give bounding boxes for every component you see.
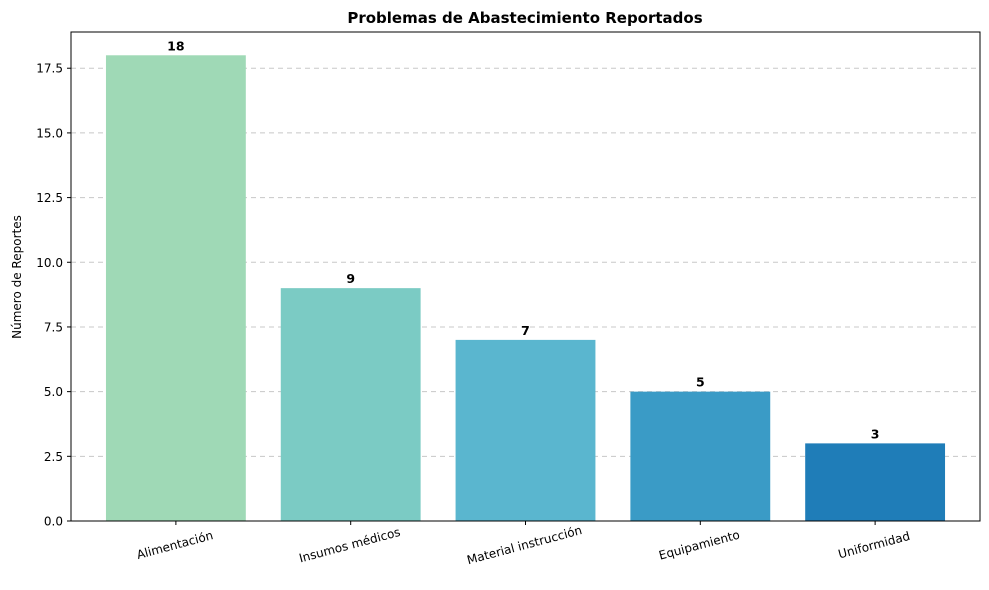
x-tick-label: Equipamiento: [657, 528, 741, 563]
chart-title: Problemas de Abastecimiento Reportados: [347, 9, 702, 27]
bar: [805, 443, 946, 521]
data-label: 5: [696, 375, 705, 390]
x-axis-ticks: Alimentación Insumos médicos Material inst…: [135, 521, 911, 567]
y-tick-label: 2.5: [44, 450, 63, 464]
y-axis-label: Número de Reportes: [10, 215, 24, 339]
bars: [105, 55, 946, 522]
y-tick-label: 17.5: [36, 62, 63, 76]
y-axis-ticks: 0.0 2.5 5.0 7.5 10.0 12.5 15.0 17.5: [36, 62, 71, 529]
plot-frame: [70, 31, 981, 522]
bar: [280, 288, 421, 521]
x-tick-label: Alimentación: [135, 528, 214, 562]
y-tick-label: 15.0: [36, 126, 63, 140]
bar: [630, 391, 771, 521]
x-tick-label: Material instrucción: [465, 523, 583, 567]
y-tick-label: 10.0: [36, 256, 63, 270]
bar: [105, 55, 246, 522]
data-label: 3: [871, 426, 880, 441]
y-tick-label: 12.5: [36, 191, 63, 205]
y-tick-label: 0.0: [44, 515, 63, 529]
data-labels: 18 9 7 5 3: [167, 38, 879, 441]
x-tick-label: Insumos médicos: [297, 525, 401, 566]
y-tick-label: 5.0: [44, 385, 63, 399]
y-tick-label: 7.5: [44, 320, 63, 334]
data-label: 9: [346, 271, 355, 286]
data-label: 7: [521, 323, 530, 338]
bar: [455, 339, 596, 521]
data-label: 18: [167, 38, 184, 53]
x-tick-label: Uniformidad: [837, 529, 912, 562]
